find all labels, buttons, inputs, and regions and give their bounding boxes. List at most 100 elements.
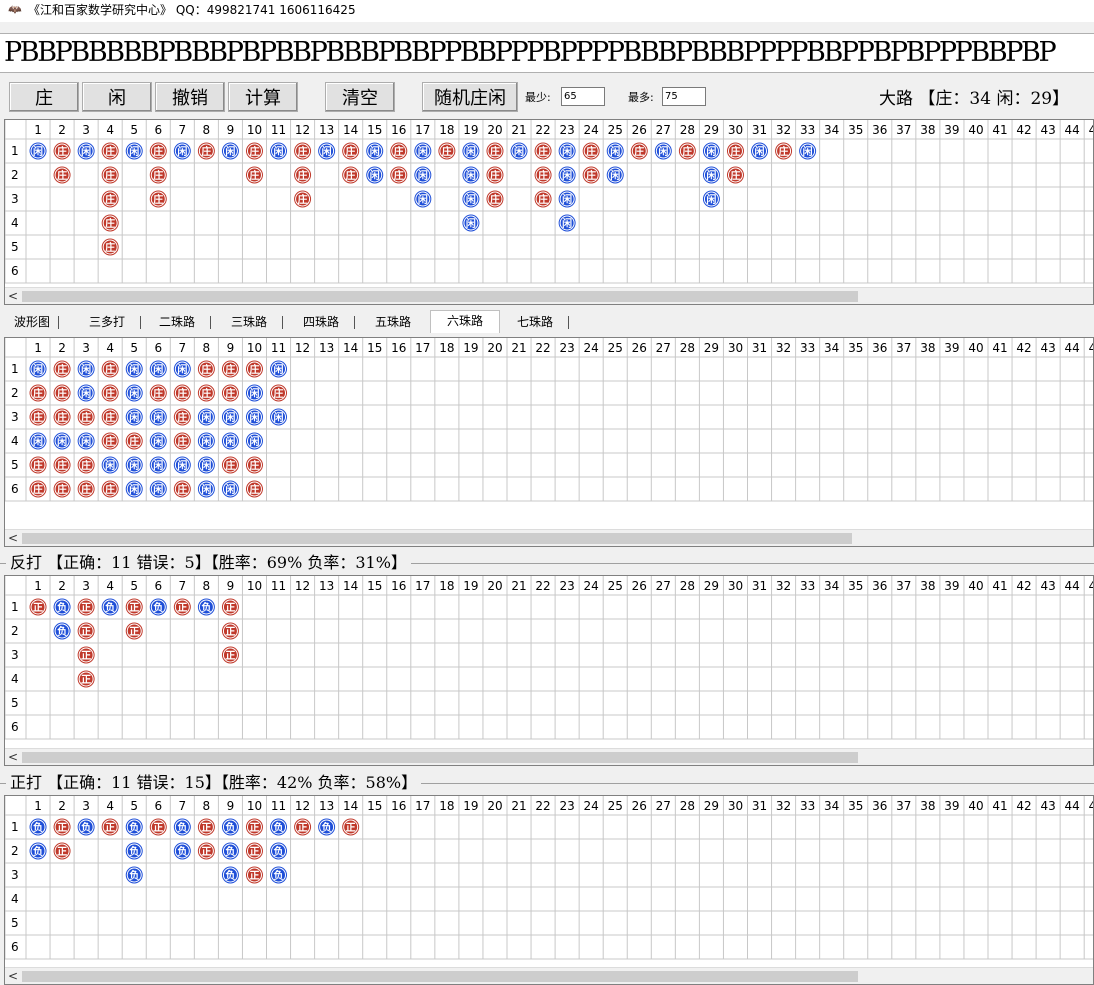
column-number: 2 bbox=[58, 123, 66, 137]
bigroad-scrollbar[interactable]: < bbox=[5, 287, 1093, 304]
tab-separator bbox=[568, 316, 569, 329]
zhengda-bead: 负 bbox=[318, 818, 336, 836]
scroll-left-icon[interactable]: < bbox=[8, 969, 19, 983]
min-input[interactable] bbox=[561, 87, 605, 106]
calculate-button[interactable]: 计算 bbox=[228, 82, 298, 112]
random-button[interactable]: 随机庄闲 bbox=[422, 82, 518, 112]
bigroad-bead: 庄 bbox=[726, 142, 744, 160]
svg-text:庄: 庄 bbox=[177, 483, 187, 496]
tab-4[interactable]: 三珠路 bbox=[230, 315, 267, 329]
max-input[interactable] bbox=[662, 87, 706, 106]
svg-text:闲: 闲 bbox=[153, 435, 163, 448]
bigroad-bead: 闲 bbox=[558, 190, 576, 208]
scroll-thumb[interactable] bbox=[22, 533, 852, 544]
svg-text:闲: 闲 bbox=[33, 363, 43, 376]
column-number: 35 bbox=[848, 799, 863, 813]
row-number: 6 bbox=[11, 720, 19, 734]
bead-six-bead: 庄 bbox=[77, 408, 95, 426]
column-number: 7 bbox=[179, 341, 187, 355]
column-number: 19 bbox=[463, 341, 478, 355]
column-number: 18 bbox=[439, 341, 454, 355]
svg-text:庄: 庄 bbox=[57, 411, 67, 424]
bigroad-bead: 闲 bbox=[606, 142, 624, 160]
scroll-thumb[interactable] bbox=[22, 971, 858, 982]
svg-text:庄: 庄 bbox=[105, 193, 115, 206]
column-number: 32 bbox=[776, 123, 791, 137]
bead-six-bead: 庄 bbox=[173, 432, 191, 450]
row-number: 4 bbox=[11, 892, 19, 906]
scroll-thumb[interactable] bbox=[22, 752, 858, 763]
bead-six-bead: 庄 bbox=[270, 384, 288, 402]
zhengda-bead: 负 bbox=[270, 842, 288, 860]
row-number: 4 bbox=[11, 216, 19, 230]
svg-text:庄: 庄 bbox=[33, 411, 43, 424]
bigroad-bead: 庄 bbox=[438, 142, 456, 160]
svg-text:庄: 庄 bbox=[105, 387, 115, 400]
player-button[interactable]: 闲 bbox=[82, 82, 152, 112]
column-number: 34 bbox=[824, 123, 839, 137]
svg-text:闲: 闲 bbox=[201, 411, 211, 424]
svg-text:闲: 闲 bbox=[466, 169, 476, 182]
column-number: 1 bbox=[34, 579, 42, 593]
tab-2[interactable]: 三多打 bbox=[88, 315, 125, 329]
column-number: 23 bbox=[559, 123, 574, 137]
sequence-display[interactable]: PBBPBBBBBPBBBPBPBBPBBBPBBPPBBPPPBPPPPBBB… bbox=[0, 33, 1094, 73]
bead-six-bead: 庄 bbox=[101, 480, 119, 498]
clear-button[interactable]: 清空 bbox=[325, 82, 395, 112]
banker-button[interactable]: 庄 bbox=[9, 82, 79, 112]
tab-7[interactable]: 六珠路 bbox=[430, 310, 500, 333]
svg-text:庄: 庄 bbox=[177, 387, 187, 400]
svg-text:庄: 庄 bbox=[105, 217, 115, 230]
tab-3[interactable]: 二珠路 bbox=[158, 315, 195, 329]
zhengda-bead: 正 bbox=[197, 818, 215, 836]
bigroad-bead: 庄 bbox=[486, 190, 504, 208]
bead-six-grid[interactable]: 1 2 3 4 5 6 7 8 9 10 11 12 13 14 15 16 17 18 19 20 21 22 23 24 2… bbox=[4, 337, 1094, 547]
svg-text:闲: 闲 bbox=[274, 411, 284, 424]
scroll-left-icon[interactable]: < bbox=[8, 289, 19, 303]
tab-5[interactable]: 四珠路 bbox=[302, 315, 339, 329]
row-number: 4 bbox=[11, 434, 19, 448]
column-number: 4 bbox=[106, 799, 114, 813]
bead-six-bead: 庄 bbox=[101, 432, 119, 450]
column-number: 45 bbox=[1089, 579, 1094, 593]
bead-six-bead: 庄 bbox=[125, 432, 143, 450]
bigroad-grid[interactable]: 1 2 3 4 5 6 7 8 9 10 11 12 13 14 15 16 17 18 19 20 21 22 23 24 2… bbox=[4, 119, 1094, 305]
fanda-bead: 正 bbox=[77, 598, 95, 616]
fanda-grid[interactable]: 1 2 3 4 5 6 7 8 9 10 11 12 13 14 15 16 17 18 19 20 21 22 23 24 2… bbox=[4, 575, 1094, 766]
svg-text:闲: 闲 bbox=[274, 145, 284, 158]
svg-text:庄: 庄 bbox=[57, 483, 67, 496]
column-number: 12 bbox=[295, 341, 310, 355]
undo-button[interactable]: 撤销 bbox=[155, 82, 225, 112]
column-number: 3 bbox=[82, 341, 90, 355]
column-number: 17 bbox=[415, 123, 430, 137]
scroll-thumb[interactable] bbox=[22, 291, 858, 302]
column-number: 2 bbox=[58, 799, 66, 813]
tab-6[interactable]: 五珠路 bbox=[374, 315, 411, 329]
column-number: 12 bbox=[295, 123, 310, 137]
bead-six-bead: 庄 bbox=[53, 480, 71, 498]
column-number: 10 bbox=[247, 579, 262, 593]
svg-text:闲: 闲 bbox=[418, 169, 428, 182]
svg-text:负: 负 bbox=[129, 821, 139, 834]
svg-text:闲: 闲 bbox=[706, 145, 716, 158]
svg-text:闲: 闲 bbox=[466, 193, 476, 206]
column-number: 32 bbox=[776, 341, 791, 355]
column-number: 24 bbox=[584, 799, 599, 813]
scroll-left-icon[interactable]: < bbox=[8, 531, 19, 545]
tab-1[interactable]: 波形图 bbox=[13, 315, 50, 329]
bead-six-bead: 闲 bbox=[149, 360, 167, 378]
fanda-scrollbar[interactable]: < bbox=[5, 748, 1093, 765]
svg-text:正: 正 bbox=[57, 822, 67, 834]
svg-text:庄: 庄 bbox=[586, 169, 596, 182]
bead-scrollbar[interactable]: < bbox=[5, 529, 1093, 546]
column-number: 30 bbox=[728, 341, 743, 355]
tab-8[interactable]: 七珠路 bbox=[516, 315, 553, 329]
column-number: 16 bbox=[391, 799, 406, 813]
scroll-left-icon[interactable]: < bbox=[8, 750, 19, 764]
zhengda-scrollbar[interactable]: < bbox=[5, 967, 1093, 984]
svg-text:负: 负 bbox=[33, 821, 43, 834]
svg-text:庄: 庄 bbox=[225, 387, 235, 400]
zhengda-grid[interactable]: 1 2 3 4 5 6 7 8 9 10 11 12 13 14 15 16 17 18 19 20 21 22 23 24 2… bbox=[4, 795, 1094, 985]
svg-text:正: 正 bbox=[177, 602, 187, 614]
column-number: 39 bbox=[944, 123, 959, 137]
